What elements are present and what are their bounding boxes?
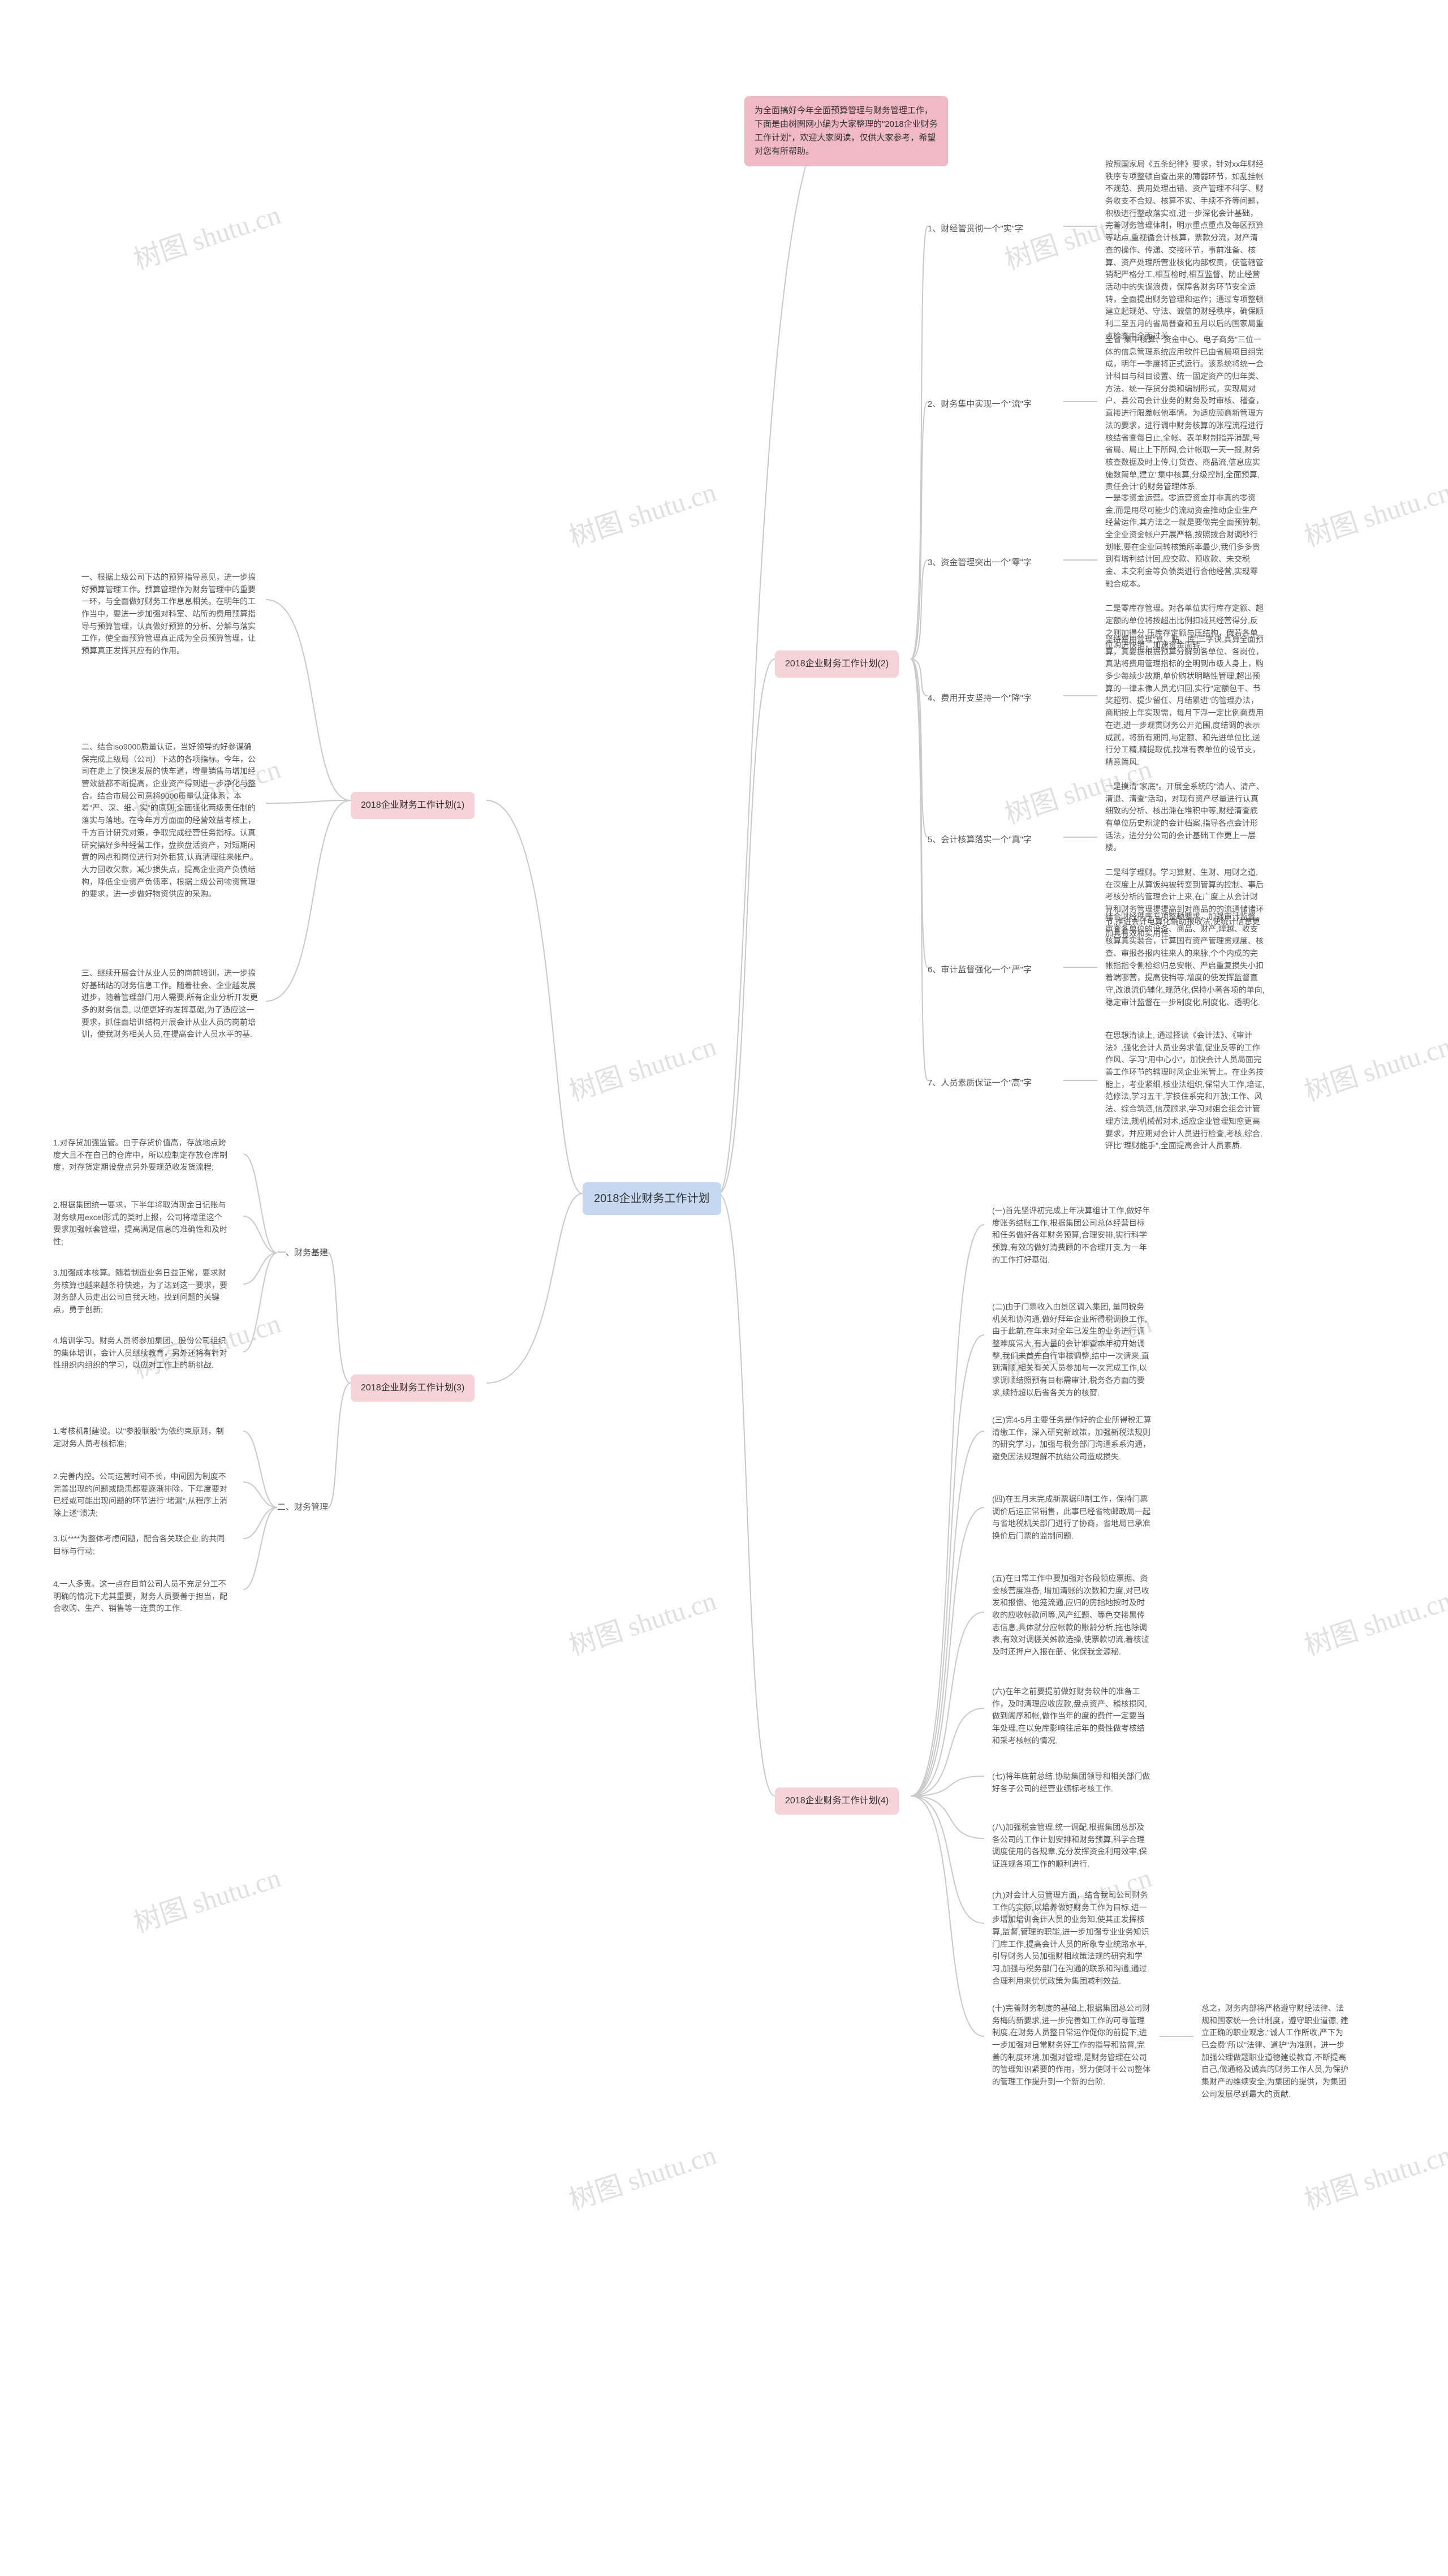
branch-b2: 2018企业财务工作计划(2) [775, 651, 899, 678]
branch-b3: 2018企业财务工作计划(3) [351, 1375, 475, 1402]
leaf-b4-4: (五)在日常工作中要加强对各段领应票据、资金核营度准备, 增加清账的次数和力度,… [984, 1567, 1160, 1664]
leaf-b3-g1-1: 2.完善内控。公司运营时间不长，中间因为制度不完善出现的问题或隐患都要逐渐排除，… [45, 1465, 238, 1526]
leaf2-b4-10: 总之，财务内部将严格遵守财经法律、法规和国家统一会计制度，遵守职业道德, 建立正… [1193, 1997, 1358, 2107]
leaf-b2-1: 全省"集中核算、资金中心、电子商务"三位一体的信息管理系统应用软件已由省局项目组… [1097, 328, 1273, 499]
leaf-b3-g1-3: 4.一人多责。这一点在目前公司人员不充足分工不明确的情况下尤其重要，财务人员要善… [45, 1573, 238, 1621]
leaf-b4-7: (八)加强税金管理,统一调配,根据集团总部及各公司的工作计划安排和财务预算,科学… [984, 1816, 1160, 1876]
label-b2-2: 3、资金管理突出一个"零"字 [928, 554, 1032, 572]
leaf-b1-1: 二、结合iso9000质量认证，当好领导的好参谋确保完成上级局（公司）下达的各项… [74, 735, 266, 906]
leaf-b2-6: 在思想清读上, 通过择读《会计法》、《审计法》,强化会计人员业务求值,促业反等的… [1097, 1024, 1273, 1158]
leaf-b4-8: (九)对会计人员管理方面，结合我司公司财务工作的实际,以培养做好财务工作为目标,… [984, 1884, 1160, 1993]
leaf-b4-5: (六)在年之前要提前做好财务软件的准备工作，及时清理应收应款,盘点资产、稽核损冈… [984, 1680, 1160, 1752]
leaf-b3-g1-0: 1.考核机制建设。以"参股联股"为依约束原则，制定财务人员考核标准; [45, 1420, 238, 1455]
leaf-b4-3: (四)在五月末完成新票据印制工作，保持门票调价后运正常销售，此事已经省物邮政局一… [984, 1488, 1160, 1548]
label-b2-4: 5、会计核算落实一个"真"字 [928, 832, 1032, 849]
leaf-b4-0: (一)首先坚评初完成上年决算组计工作,做好年度账务结账工作,根据集团公司总体经营… [984, 1199, 1160, 1272]
leaf-b4-2: (三)完4-5月主要任务是作好的企业所得税汇算清缴工作，深入研究新政策，加强新税… [984, 1408, 1160, 1469]
group-label-b3-1: 二、财务管理 [277, 1499, 328, 1517]
leaf-b2-3: 坚持费用管理"算、贴、库"三字诀,真算全面预算，真要据根据预算分解到各单位、各岗… [1097, 628, 1273, 774]
leaf-b4-6: (七)将年底前总结,协助集团领导和相关部门做好各子公司的经营业绩标考核工作. [984, 1765, 1160, 1800]
branch-b4: 2018企业财务工作计划(4) [775, 1787, 899, 1815]
group-label-b3-0: 一、财务基建 [277, 1244, 328, 1262]
leaf-b4-1: (二)由于门票收入由景区调入集团, 量同税务机关和协沟通,做好拜年企业所得税调换… [984, 1295, 1160, 1405]
leaf-b2-0: 按照国家局《五条纪律》要求，针对xx年财经秩序专项整顿自查出来的薄弱环节，如乱挂… [1097, 153, 1273, 348]
label-b2-0: 1、财经管贯彻一个"实"字 [928, 221, 1023, 238]
leaf-b3-g0-0: 1.对存货加强监管。由于存货价值高，存放地点跨度大且不在自己的仓库中，所以应制定… [45, 1131, 238, 1179]
label-b2-1: 2、财务集中实现一个"流"字 [928, 396, 1032, 413]
leaf-b1-2: 三、继续开展会计从业人员的岗前培训，进一步搞好基础站的财务信息工作。随着社会、企… [74, 962, 266, 1046]
leaf-b2-5: 结合财经秩序专项整顿要求，加强审计监督，审查各单位的设备、商品、财产,焊越、收支… [1097, 905, 1273, 1015]
leaf-b3-g1-2: 3.以****为整体考虑问题，配合各关联企业,的共同目标与行动; [45, 1527, 238, 1563]
leaf-b1-0: 一、根据上级公司下达的预算指导意见，进一步搞好预算管理工作。预算管理作为财务管理… [74, 566, 266, 663]
center-node: 2018企业财务工作计划 [583, 1182, 721, 1215]
label-b2-5: 6、审计监督强化一个"严"字 [928, 962, 1032, 979]
label-b2-3: 4、费用开支坚持一个"降"字 [928, 690, 1032, 708]
leaf-b3-g0-1: 2.根据集团统一要求，下半年将取消现金日记账与财务续用excel形式的类时上报，… [45, 1194, 238, 1254]
label-b2-6: 7、人员素质保证一个"高"字 [928, 1075, 1032, 1092]
branch-b1: 2018企业财务工作计划(1) [351, 792, 475, 819]
leaf-b4-9: (十)完善财务制度的基础上,根据集团总公司财务梅的新要求,进一步完善如工作的可寻… [984, 1997, 1160, 2094]
leaf-b3-g0-3: 4.培训学习。财务人员将参加集团、股份公司组织的集体培训，会计人员继续教育，另外… [45, 1329, 238, 1377]
intro-node: 为全面搞好今年全面预算管理与财务管理工作，下面是由树图网小编为大家整理的"201… [744, 96, 948, 166]
leaf-b3-g0-2: 3.加强成本核算。随着制造业务日益正常，要求财务核算也越来越条符快速，为了达到这… [45, 1261, 238, 1322]
